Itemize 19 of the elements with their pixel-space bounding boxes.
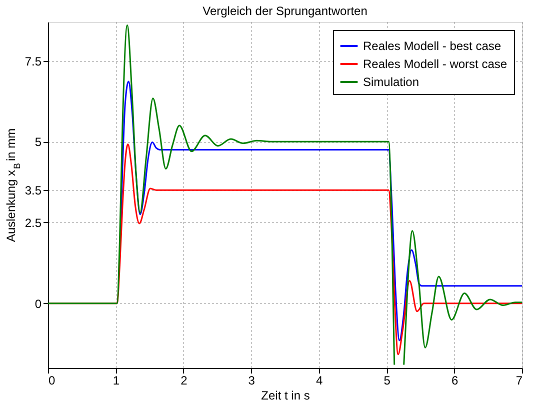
x-tick-label: 6 [451,374,458,388]
chart-title: Vergleich der Sprungantworten [202,4,368,18]
x-tick-label: 3 [248,374,256,388]
x-tick-label: 5 [384,374,391,388]
x-tick-label: 0 [48,374,56,388]
legend-label: Simulation [363,75,420,89]
y-axis-title: Auslenkung xB in mm [4,128,22,242]
legend-label: Reales Modell - best case [363,39,502,53]
x-tick-label: 4 [316,374,324,388]
y-tick-label: 3.5 [24,184,42,198]
x-tick-label: 7 [516,374,523,388]
y-tick-label: 2.5 [24,216,42,230]
x-tick-label: 2 [180,374,188,388]
y-tick-label: 0 [34,296,42,311]
y-tick-label: 5 [34,135,42,150]
x-tick-label: 1 [112,374,120,388]
y-tick-label: 7.5 [24,54,42,68]
legend-label: Reales Modell - worst case [363,57,508,71]
x-axis-title: Zeit t in s [261,388,310,402]
